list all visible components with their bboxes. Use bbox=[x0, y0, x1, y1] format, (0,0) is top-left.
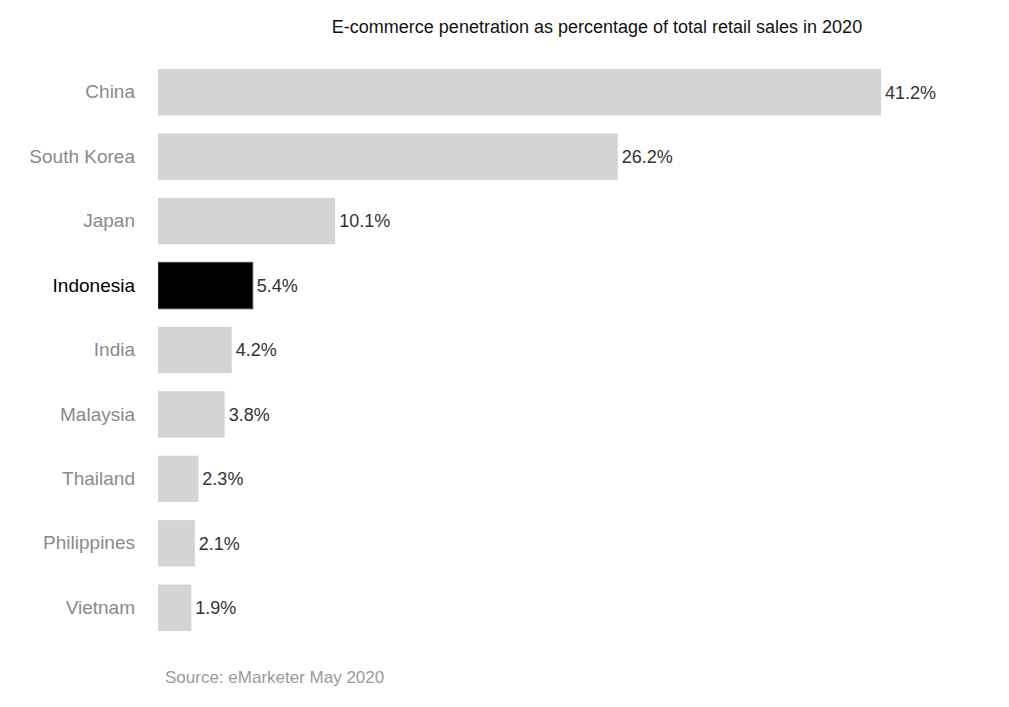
tick: India bbox=[94, 339, 136, 360]
bar bbox=[158, 456, 198, 502]
bars bbox=[158, 69, 881, 631]
tick: China bbox=[85, 81, 135, 102]
tick-label: South Korea bbox=[29, 146, 135, 167]
bar bbox=[158, 133, 618, 179]
data-label: 1.9% bbox=[195, 598, 236, 618]
bar bbox=[158, 391, 225, 437]
tick: Vietnam bbox=[66, 597, 135, 618]
tick-label: Thailand bbox=[62, 468, 135, 489]
tick-label: Japan bbox=[83, 210, 135, 231]
data-label: 4.2% bbox=[236, 340, 277, 360]
data-label: 2.3% bbox=[202, 469, 243, 489]
tick: Japan bbox=[83, 210, 135, 231]
data-label: 5.4% bbox=[257, 276, 298, 296]
data-label: 10.1% bbox=[339, 211, 390, 231]
data-labels: 41.2% 26.2% 10.1% 5.4% 4.2% 3.8% 2.3% 2.1% 1.9% bbox=[195, 83, 936, 619]
tick: Malaysia bbox=[60, 404, 135, 425]
bar bbox=[158, 69, 881, 115]
tick-label: India bbox=[94, 339, 136, 360]
bar bbox=[158, 585, 191, 631]
y-axis: China South Korea Japan Indonesia India Malay… bbox=[29, 81, 135, 618]
tick-label: China bbox=[85, 81, 135, 102]
tick: South Korea bbox=[29, 146, 135, 167]
data-label: 2.1% bbox=[199, 534, 240, 554]
tick: Indonesia bbox=[53, 275, 136, 296]
data-label: 41.2% bbox=[885, 83, 936, 103]
data-label: 26.2% bbox=[622, 147, 673, 167]
tick-label: Philippines bbox=[43, 532, 135, 553]
bar bbox=[158, 327, 232, 373]
tick: Philippines bbox=[43, 532, 135, 553]
data-label: 3.8% bbox=[229, 405, 270, 425]
tick-label: Malaysia bbox=[60, 404, 135, 425]
tick: Thailand bbox=[62, 468, 135, 489]
tick-label: Vietnam bbox=[66, 597, 135, 618]
bar bbox=[158, 198, 335, 244]
tick-label: Indonesia bbox=[53, 275, 136, 296]
annotation: Source: eMarketer May 2020 bbox=[165, 668, 384, 687]
chart: E-commerce penetration as percentage of … bbox=[0, 0, 1009, 707]
bar bbox=[158, 262, 253, 308]
title: E-commerce penetration as percentage of … bbox=[332, 17, 862, 37]
bar bbox=[158, 520, 195, 566]
